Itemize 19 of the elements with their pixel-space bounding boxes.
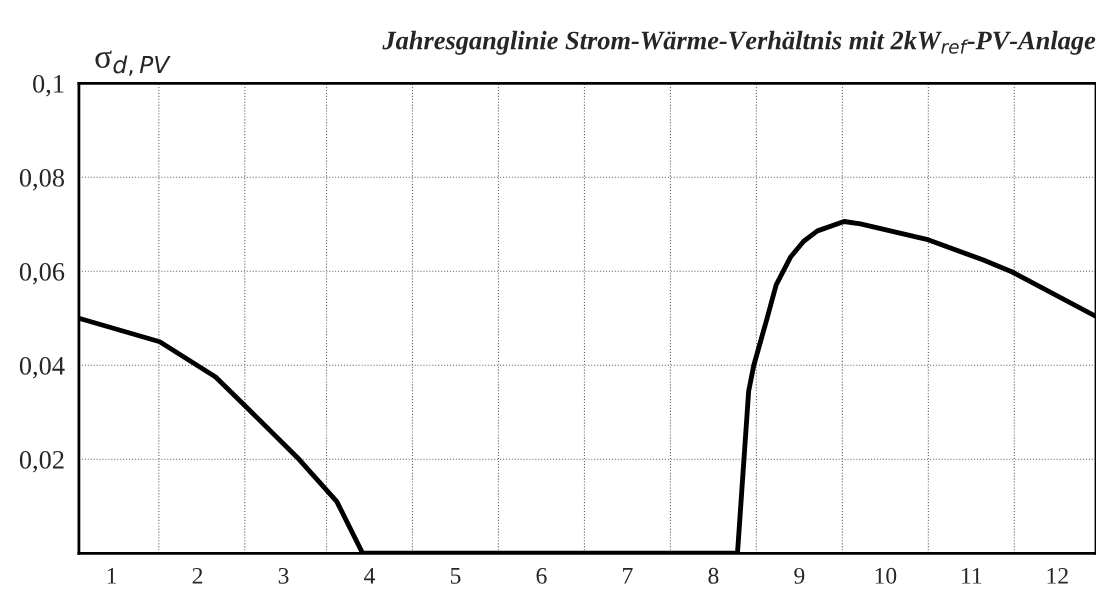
- x-tick-label: 2: [192, 567, 203, 584]
- y-tick-label: 0,08: [19, 168, 65, 191]
- x-tick-label: 12: [1047, 567, 1068, 584]
- y-tick-label: 0,04: [19, 356, 65, 379]
- x-tick-label: 11: [962, 567, 982, 584]
- y-tick-label: 0,06: [19, 262, 65, 285]
- x-tick-label: 10: [875, 567, 897, 584]
- x-tick-label: 9: [794, 567, 805, 584]
- x-tick-label: 8: [708, 567, 719, 584]
- x-tick-label: 3: [278, 567, 289, 584]
- x-tick-label: 5: [450, 568, 461, 584]
- x-tick-label: 7: [623, 568, 633, 584]
- x-tick-label: 1: [107, 567, 117, 584]
- y-tick-label: 0,02: [19, 450, 64, 473]
- y-tick-label: 0,1: [33, 74, 64, 97]
- x-tick-label: 4: [364, 568, 376, 584]
- y-axis-title: σ$_{d,PV}$: [95, 50, 171, 76]
- x-tick-label: 6: [536, 567, 547, 584]
- chart-title: Jahresganglinie Strom-Wärme-Verhältnis mit 2kW$_{ref}$-PV-Anlage: [382, 30, 1096, 55]
